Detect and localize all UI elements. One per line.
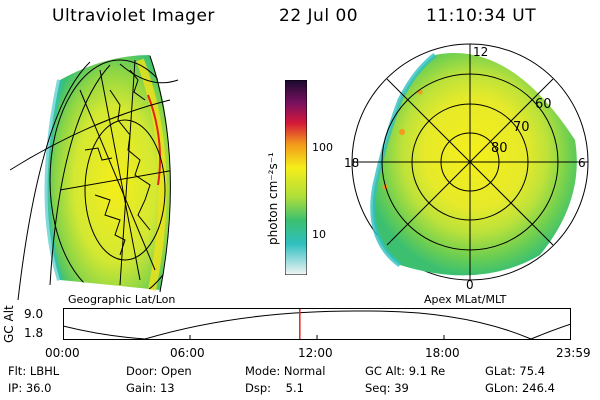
colorbar [285, 80, 307, 275]
timeline-ylabel: GC Alt [2, 305, 16, 343]
info-gain: Gain: 13 [126, 381, 175, 395]
geo-faint-edge [44, 79, 63, 281]
time-label: 11:10:34 UT [426, 6, 537, 26]
info-gc-alt: GC Alt: 9.1 Re [365, 364, 446, 378]
info-filter: Flt: LBHL [8, 364, 60, 378]
timeline-xtick-2359: 23:59 [556, 346, 591, 360]
colorbar-unit-label: photon cm⁻²s⁻¹ [266, 152, 280, 245]
left-panel-caption: Geographic Lat/Lon [68, 293, 176, 306]
geo-grid [49, 59, 171, 290]
colorbar-tick-10: 10 [312, 228, 326, 241]
timeline-ytick-bottom: 1.8 [24, 326, 44, 340]
app-title: Ultraviolet Imager [52, 6, 215, 26]
timeline-xtick-1800: 18:00 [425, 346, 460, 360]
info-glat: GLat: 75.4 [485, 364, 546, 378]
timeline-altitude-curve [63, 310, 571, 340]
mlt-label-12: 12 [473, 45, 489, 59]
date-label: 22 Jul 00 [279, 6, 359, 26]
info-door: Door: Open [126, 364, 192, 378]
mlat-label-80: 80 [491, 141, 508, 156]
info-glon: GLon: 246.4 [485, 381, 555, 395]
timeline-ytick-top: 9.0 [24, 307, 44, 321]
info-mode: Mode: Normal [245, 364, 326, 378]
mlt-label-18: 18 [344, 156, 360, 170]
timeline-xtick-0000: 00:00 [45, 346, 80, 360]
info-dsp: Dsp: 5.1 [245, 381, 304, 395]
colorbar-tick-100: 100 [312, 141, 333, 154]
timeline-xtick-1200: 12:00 [298, 346, 333, 360]
geo-aurora [47, 55, 171, 290]
geo-frame [9, 55, 179, 301]
info-ip: IP: 36.0 [8, 381, 52, 395]
mlt-label-0: 0 [466, 278, 474, 292]
info-seq: Seq: 39 [365, 381, 409, 395]
mlat-label-70: 70 [513, 120, 530, 135]
timeline-ticks [189, 335, 445, 339]
geo-coastlines [84, 69, 151, 256]
right-panel-caption: Apex MLat/MLT [424, 293, 507, 306]
timeline-plot [63, 308, 571, 340]
polar-aurora [372, 53, 577, 276]
polar-plot [351, 43, 589, 281]
polar-grid [352, 44, 588, 280]
mlt-label-6: 6 [578, 156, 586, 170]
polar-aurora-edge [370, 53, 437, 268]
geo-hot-arc [147, 94, 162, 186]
timeline-frame [63, 308, 571, 340]
timeline-xtick-0600: 06:00 [170, 346, 205, 360]
mlat-label-60: 60 [535, 97, 552, 112]
geo-aurora-arc [136, 58, 167, 291]
